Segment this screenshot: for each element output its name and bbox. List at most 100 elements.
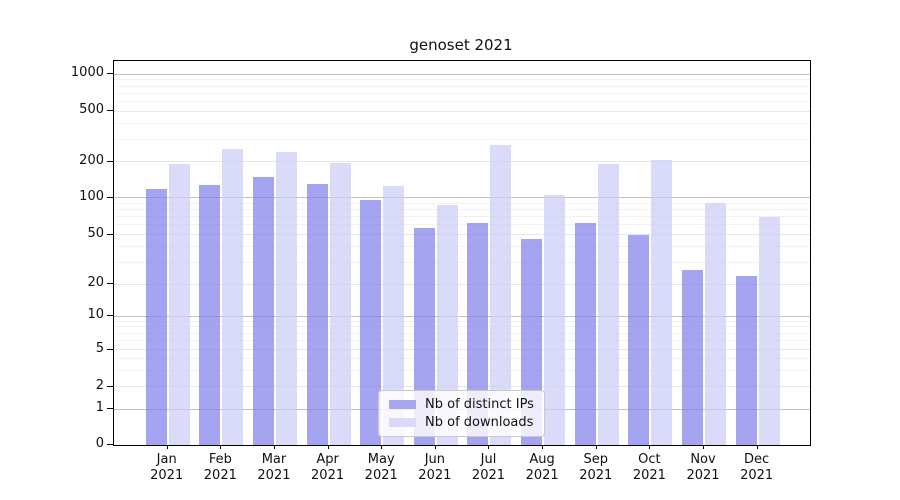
x-tick-label: Nov 2021 xyxy=(658,452,748,484)
major-gridline xyxy=(114,315,810,317)
x-tick-label: Sep 2021 xyxy=(551,452,641,484)
x-tick-year: 2021 xyxy=(579,468,613,483)
x-tick-year: 2021 xyxy=(257,468,291,483)
x-tick-mark xyxy=(542,445,544,449)
bar-distinct-ips-dec xyxy=(735,276,757,445)
bar-distinct-ips-apr xyxy=(306,183,328,445)
bar-distinct-ips-nov xyxy=(682,269,703,445)
bar-downloads-aug xyxy=(544,194,566,445)
legend-swatch-distinct-ips xyxy=(389,399,416,409)
bar-distinct-ips-jul xyxy=(467,223,489,445)
x-tick-label: Mar 2021 xyxy=(229,452,319,484)
legend-swatch-downloads xyxy=(389,418,416,428)
gridline xyxy=(114,283,810,285)
x-tick-mark xyxy=(381,445,383,449)
minor-gridline xyxy=(114,216,810,218)
y-tick-label: 100 xyxy=(79,188,104,204)
x-tick-year: 2021 xyxy=(150,468,184,483)
x-tick-label: May 2021 xyxy=(336,452,426,484)
bar-downloads-nov xyxy=(705,203,726,445)
x-tick-year: 2021 xyxy=(364,468,398,483)
x-tick-year: 2021 xyxy=(471,468,506,483)
y-tick-label: 500 xyxy=(79,102,104,117)
bar-distinct-ips-oct xyxy=(628,234,650,445)
x-tick-month: Mar xyxy=(261,452,287,467)
x-tick-label: Apr 2021 xyxy=(283,452,373,484)
x-tick-mark xyxy=(220,445,222,449)
x-tick-mark xyxy=(595,445,597,449)
y-tick-mark xyxy=(107,385,113,387)
x-tick-mark xyxy=(703,445,704,449)
chart-title: genoset 2021 xyxy=(409,36,513,54)
x-tick-label: Jan 2021 xyxy=(122,452,212,484)
x-tick-month: Aug xyxy=(529,452,555,467)
bar-downloads-sep xyxy=(597,164,619,445)
y-tick-mark xyxy=(107,73,113,75)
legend-item: Nb of distinct IPs xyxy=(389,397,534,412)
x-tick-month: Jun xyxy=(424,452,445,467)
x-tick-month: Apr xyxy=(316,452,339,467)
x-tick-month: Nov xyxy=(690,452,716,467)
y-tick-label: 20 xyxy=(87,275,104,290)
minor-gridline xyxy=(114,138,810,140)
minor-gridline xyxy=(114,358,810,359)
x-tick-month: Dec xyxy=(744,452,770,467)
minor-gridline xyxy=(114,79,810,81)
bar-distinct-ips-may xyxy=(360,200,382,445)
gridline xyxy=(114,234,810,235)
y-tick-label: 50 xyxy=(87,225,104,241)
legend-label: Nb of distinct IPs xyxy=(425,396,534,412)
x-tick-month: Oct xyxy=(638,452,661,467)
bar-downloads-mar xyxy=(275,151,297,445)
y-tick-label: 200 xyxy=(79,152,104,168)
bar-downloads-oct xyxy=(651,160,673,445)
x-tick-mark xyxy=(166,445,168,449)
x-tick-mark xyxy=(327,445,329,449)
legend: Nb of distinct IPs Nb of downloads xyxy=(378,390,545,437)
legend-label: Nb of downloads xyxy=(425,415,534,431)
minor-gridline xyxy=(114,202,810,204)
bar-distinct-ips-sep xyxy=(574,223,596,445)
gridline xyxy=(114,349,810,350)
y-tick-mark xyxy=(107,408,113,409)
x-tick-year: 2021 xyxy=(686,468,720,483)
x-tick-year: 2021 xyxy=(525,468,559,483)
minor-gridline xyxy=(114,369,810,371)
gridline xyxy=(114,161,810,163)
bar-downloads-may xyxy=(383,185,405,445)
x-tick-label: Oct 2021 xyxy=(604,452,694,484)
y-tick-mark xyxy=(107,196,113,198)
y-tick-label: 2 xyxy=(95,377,104,393)
minor-gridline xyxy=(114,92,810,94)
minor-gridline xyxy=(114,208,810,210)
x-tick-month: May xyxy=(367,452,395,467)
bar-downloads-jul xyxy=(490,145,512,445)
x-tick-year: 2021 xyxy=(632,468,666,483)
x-tick-month: Sep xyxy=(583,452,608,467)
x-tick-year: 2021 xyxy=(418,468,452,483)
y-tick-label: 1000 xyxy=(70,65,104,81)
x-tick-mark xyxy=(434,445,436,449)
bar-distinct-ips-feb xyxy=(199,184,221,445)
y-tick-label: 1 xyxy=(95,400,104,415)
minor-gridline xyxy=(114,326,810,328)
x-tick-label: Jun 2021 xyxy=(390,452,480,484)
minor-gridline xyxy=(114,320,810,322)
x-tick-year: 2021 xyxy=(203,468,237,483)
bar-distinct-ips-jan xyxy=(145,189,167,445)
minor-gridline xyxy=(114,224,810,226)
gridline xyxy=(114,386,810,387)
x-tick-mark xyxy=(488,445,490,449)
y-tick-mark xyxy=(107,315,113,316)
bar-downloads-jan xyxy=(168,164,190,445)
x-tick-month: Jul xyxy=(480,452,497,467)
y-tick-mark xyxy=(107,160,113,162)
y-tick-mark xyxy=(107,110,113,111)
x-tick-mark xyxy=(756,445,758,449)
minor-gridline xyxy=(114,122,810,124)
minor-gridline xyxy=(114,100,810,102)
bar-downloads-apr xyxy=(329,163,351,445)
x-tick-mark xyxy=(273,445,275,449)
major-gridline xyxy=(114,73,810,75)
y-tick-label: 5 xyxy=(95,340,104,356)
